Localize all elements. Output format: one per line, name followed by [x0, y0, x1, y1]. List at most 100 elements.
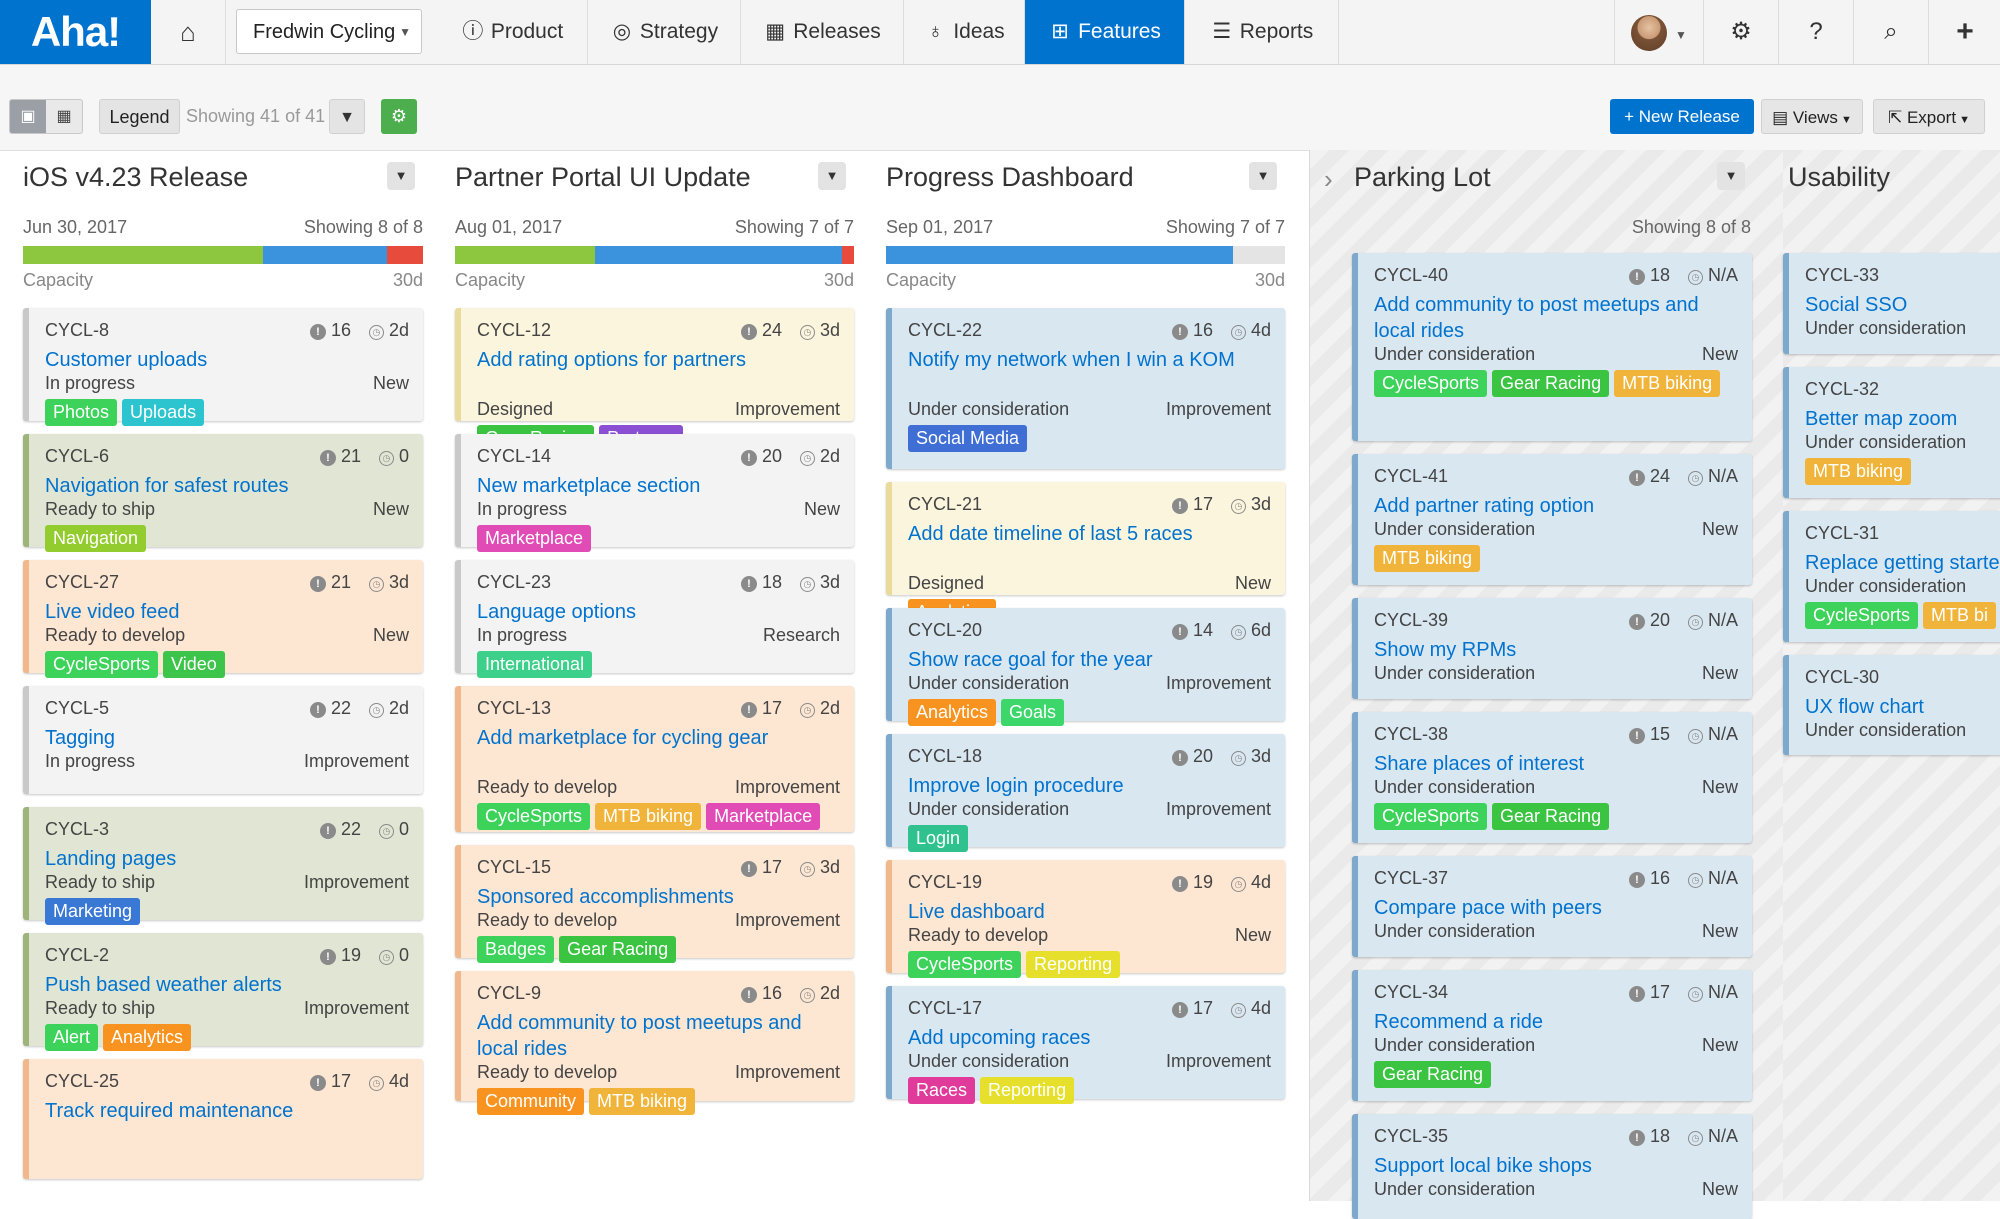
feature-tag[interactable]: Badges — [477, 936, 555, 963]
feature-tag[interactable]: MTB bi — [1923, 602, 1997, 629]
feature-card[interactable]: CYCL-5! 22 ◷ 2d Tagging In progress Improveme… — [23, 686, 423, 794]
feature-card[interactable]: CYCL-3! 22 ◷ 0 Landing pages Ready to ship Im… — [23, 807, 423, 925]
feature-tag[interactable]: Reporting — [1026, 951, 1121, 978]
nav-ideas[interactable]: ♁ Ideas — [904, 0, 1025, 64]
feature-card[interactable]: CYCL-13! 17 ◷ 2d Add marketplace for cyclin… — [455, 686, 854, 832]
feature-card[interactable]: CYCL-12! 24 ◷ 3d Add rating options for par… — [455, 308, 854, 452]
feature-tag[interactable]: Navigation — [45, 525, 147, 552]
feature-id[interactable]: CYCL-18 — [908, 746, 983, 766]
feature-id[interactable]: CYCL-23 — [477, 572, 552, 592]
feature-id[interactable]: CYCL-13 — [477, 698, 552, 718]
feature-card[interactable]: CYCL-20! 14 ◷ 6d Show race goal for the yea… — [886, 608, 1285, 726]
feature-tag[interactable]: Gear Racing — [1492, 370, 1610, 397]
help-icon[interactable]: ? — [1778, 0, 1853, 64]
release-title[interactable]: Usability — [1788, 162, 1891, 192]
export-button[interactable]: ⇱ Export ▼ — [1873, 99, 1985, 134]
feature-title[interactable]: Social SSO — [1805, 294, 1908, 316]
feature-tag[interactable]: Marketplace — [706, 803, 821, 830]
feature-id[interactable]: CYCL-6 — [45, 446, 110, 466]
feature-card[interactable]: CYCL-2! 19 ◷ 0 Push based weather alerts Rea… — [23, 933, 423, 1051]
feature-tag[interactable]: Races — [908, 1077, 976, 1104]
small-cards-view-icon[interactable]: ▦ — [56, 108, 72, 125]
feature-title[interactable]: Add community to post meetups and local … — [477, 1012, 802, 1060]
feature-id[interactable]: CYCL-30 — [1805, 667, 1880, 687]
feature-card[interactable]: CYCL-27! 21 ◷ 3d Live video feed Ready to de… — [23, 560, 423, 678]
feature-card[interactable]: CYCL-22! 16 ◷ 4d Notify my network when I w… — [886, 308, 1285, 469]
feature-title[interactable]: Add date timeline of last 5 races — [908, 523, 1193, 545]
filter-icon[interactable]: ▼ — [329, 99, 365, 134]
feature-title[interactable]: Customer uploads — [45, 349, 208, 371]
feature-card[interactable]: CYCL-30 UX flow chart Under consideration — [1783, 655, 2000, 755]
release-menu-chevron-icon[interactable]: ▼ — [1717, 162, 1745, 190]
feature-id[interactable]: CYCL-15 — [477, 857, 552, 877]
feature-tag[interactable]: CycleSports — [1374, 370, 1488, 397]
feature-tag[interactable]: MTB biking — [589, 1088, 696, 1115]
feature-tag[interactable]: International — [477, 651, 593, 678]
views-button[interactable]: ▤ Views ▼ — [1761, 99, 1863, 134]
workspace-select[interactable]: Fredwin Cycling ▼ — [236, 9, 422, 54]
feature-title[interactable]: New marketplace section — [477, 475, 701, 497]
feature-tag[interactable]: MTB biking — [1614, 370, 1721, 397]
feature-card[interactable]: CYCL-40! 18 ◷ N/A Add community to post mee… — [1352, 253, 1752, 441]
feature-title[interactable]: Add community to post meetups and local … — [1374, 294, 1699, 342]
feature-tag[interactable]: Gear Racing — [1492, 803, 1610, 830]
feature-id[interactable]: CYCL-27 — [45, 572, 120, 592]
feature-tag[interactable]: CycleSports — [477, 803, 591, 830]
feature-title[interactable]: Add rating options for partners — [477, 349, 747, 371]
settings-gear-icon[interactable]: ⚙ — [1703, 0, 1778, 64]
feature-title[interactable]: Add upcoming races — [908, 1027, 1091, 1049]
feature-tag[interactable]: Gear Racing — [559, 936, 677, 963]
feature-title[interactable]: Better map zoom — [1805, 408, 1958, 430]
feature-tag[interactable]: Photos — [45, 399, 118, 426]
feature-title[interactable]: Live video feed — [45, 601, 180, 623]
feature-title[interactable]: Share places of interest — [1374, 753, 1585, 775]
feature-tag[interactable]: CycleSports — [1805, 602, 1919, 629]
feature-title[interactable]: Notify my network when I win a KOM — [908, 349, 1235, 371]
feature-id[interactable]: CYCL-9 — [477, 983, 542, 1003]
feature-title[interactable]: Track required maintenance — [45, 1100, 294, 1122]
feature-card[interactable]: CYCL-6! 21 ◷ 0 Navigation for safest routes… — [23, 434, 423, 552]
feature-tag[interactable]: Goals — [1001, 699, 1065, 726]
feature-id[interactable]: CYCL-37 — [1374, 868, 1449, 888]
feature-title[interactable]: Push based weather alerts — [45, 974, 282, 996]
feature-title[interactable]: Tagging — [45, 727, 116, 749]
feature-tag[interactable]: MTB biking — [595, 803, 702, 830]
nav-strategy[interactable]: ◎ Strategy — [588, 0, 741, 64]
release-menu-chevron-icon[interactable]: ▼ — [387, 162, 415, 190]
feature-card[interactable]: CYCL-17! 17 ◷ 4d Add upcoming races Under co… — [886, 986, 1285, 1104]
nav-product[interactable]: ⓘ Product — [437, 0, 588, 64]
chevron-right-icon[interactable]: › — [1324, 164, 1333, 194]
nav-reports[interactable]: ☰ Reports — [1185, 0, 1339, 64]
feature-card[interactable]: CYCL-9! 16 ◷ 2d Add community to post meetu… — [455, 971, 854, 1115]
feature-title[interactable]: Add partner rating option — [1374, 495, 1595, 517]
feature-tag[interactable]: Video — [163, 651, 225, 678]
new-release-button[interactable]: + New Release — [1610, 99, 1754, 134]
feature-tag[interactable]: Analytics — [908, 699, 997, 726]
feature-title[interactable]: Show race goal for the year — [908, 649, 1153, 671]
feature-id[interactable]: CYCL-25 — [45, 1071, 120, 1091]
feature-card[interactable]: CYCL-14! 20 ◷ 2d New marketplace section In … — [455, 434, 854, 552]
feature-tag[interactable]: Login — [908, 825, 969, 852]
feature-card[interactable]: CYCL-38! 15 ◷ N/A Share places of interest U… — [1352, 712, 1752, 843]
feature-title[interactable]: UX flow chart — [1805, 696, 1924, 718]
feature-id[interactable]: CYCL-35 — [1374, 1126, 1449, 1146]
feature-card[interactable]: CYCL-15! 17 ◷ 3d Sponsored accomplishments R… — [455, 845, 854, 963]
feature-card[interactable]: CYCL-33 Social SSO Under consideration — [1783, 253, 2000, 354]
feature-card[interactable]: CYCL-18! 20 ◷ 3d Improve login procedure Und… — [886, 734, 1285, 852]
feature-tag[interactable]: CycleSports — [908, 951, 1022, 978]
feature-id[interactable]: CYCL-17 — [908, 998, 983, 1018]
feature-id[interactable]: CYCL-34 — [1374, 982, 1449, 1002]
feature-id[interactable]: CYCL-14 — [477, 446, 552, 466]
user-menu[interactable]: ▼ — [1614, 0, 1703, 64]
release-title[interactable]: Partner Portal UI Update — [455, 162, 751, 192]
feature-tag[interactable]: Community — [477, 1088, 585, 1115]
release-menu-chevron-icon[interactable]: ▼ — [1249, 162, 1277, 190]
feature-id[interactable]: CYCL-21 — [908, 494, 983, 514]
feature-id[interactable]: CYCL-2 — [45, 945, 110, 965]
release-menu-chevron-icon[interactable]: ▼ — [818, 162, 846, 190]
feature-tag[interactable]: MTB biking — [1374, 545, 1481, 572]
feature-id[interactable]: CYCL-19 — [908, 872, 983, 892]
legend-button[interactable]: Legend — [99, 99, 180, 134]
feature-card[interactable]: CYCL-32 Better map zoom Under consideratio… — [1783, 367, 2000, 498]
large-cards-view-icon[interactable]: ▣ — [10, 100, 46, 133]
